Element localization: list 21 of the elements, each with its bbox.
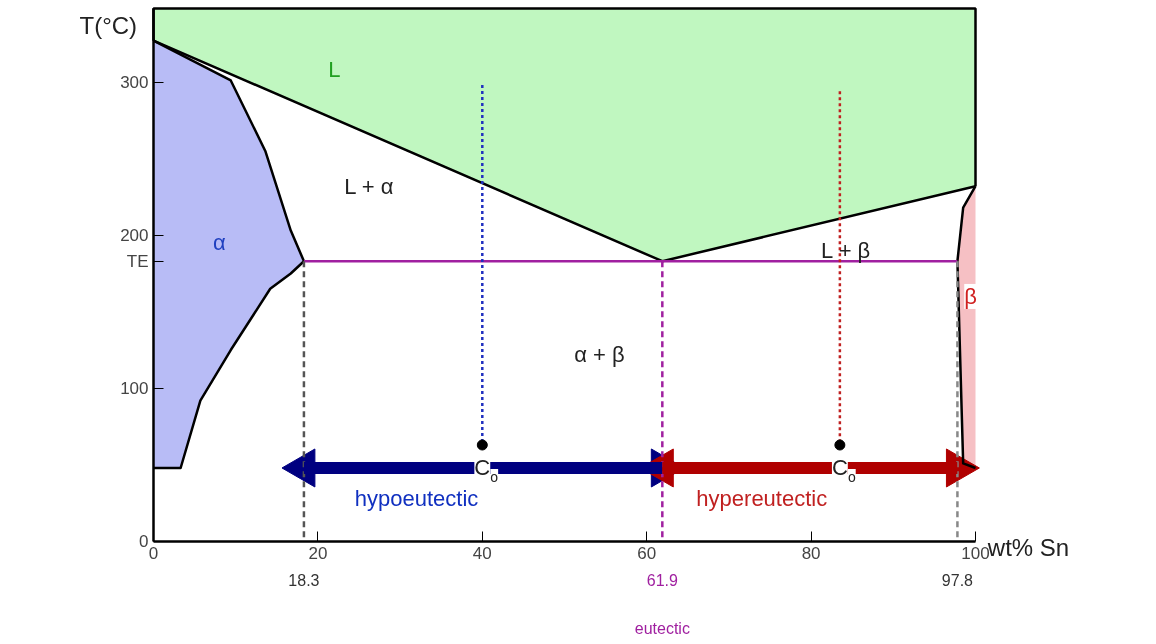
annotation: L + α: [344, 173, 394, 199]
annotation: α + β: [574, 342, 625, 368]
x-tick-label: 60: [637, 543, 657, 563]
y-tick-label: 100: [120, 378, 149, 398]
text: 61.9: [646, 571, 678, 589]
text: 97.8: [941, 571, 974, 589]
text: eutectic: [634, 620, 690, 638]
y-tick-label: 200: [120, 225, 149, 245]
annotation: L + β: [821, 237, 871, 263]
text: 18.3: [288, 571, 320, 589]
x-tick-label: 20: [308, 543, 328, 563]
annotation: L: [328, 57, 341, 83]
y-axis-title: T(°C): [79, 11, 138, 39]
y-tick-label: TE: [126, 251, 149, 271]
annotation: hypereutectic: [696, 486, 828, 512]
annotation: α: [212, 230, 226, 256]
annotation: β: [964, 283, 977, 309]
y-tick-label: 300: [120, 72, 149, 92]
annotation: hypoeutectic: [354, 486, 479, 512]
x-tick-label: 40: [472, 543, 492, 563]
x-tick-label: 80: [801, 543, 821, 563]
